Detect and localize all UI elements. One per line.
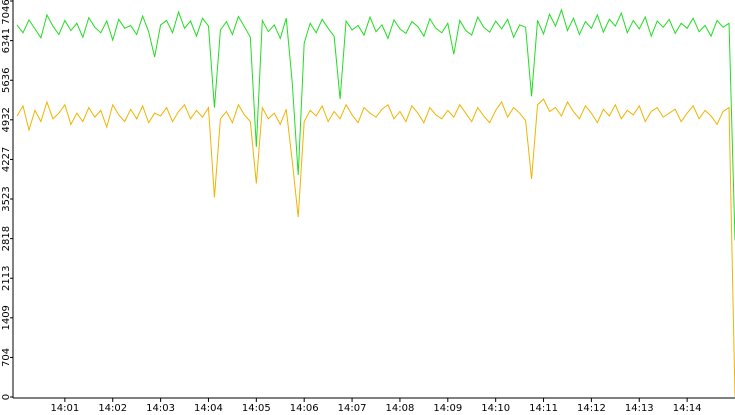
x-tick-label: 14:02 [98, 403, 127, 414]
y-tick-label: 0 [1, 394, 12, 400]
y-tick-label: 7046 [1, 0, 12, 25]
y-tick-label: 4227 [1, 147, 12, 172]
x-tick-label: 14:08 [386, 403, 415, 414]
x-tick-label: 14:10 [481, 403, 510, 414]
x-tick-label: 14:06 [290, 403, 319, 414]
y-tick-label: 1409 [1, 305, 12, 330]
series-line [16, 98, 735, 398]
x-tick-label: 14:11 [529, 403, 558, 414]
y-tick-label: 3523 [1, 186, 12, 211]
x-tick-label: 14:03 [146, 403, 175, 414]
x-tick-label: 14:09 [433, 403, 462, 414]
x-tick-label: 14:14 [673, 403, 702, 414]
y-tick-label: 5636 [1, 68, 12, 93]
x-tick-label: 14:01 [50, 403, 79, 414]
y-tick-label: 2818 [1, 226, 12, 251]
y-tick-label: 704 [1, 348, 12, 367]
x-tick-label: 14:07 [338, 403, 367, 414]
y-tick-label: 2113 [1, 266, 12, 291]
x-tick-label: 14:13 [625, 403, 654, 414]
y-tick-label: 6341 [1, 28, 12, 53]
y-tick-label: 4932 [1, 107, 12, 132]
x-tick-label: 14:05 [242, 403, 271, 414]
x-tick-label: 14:12 [577, 403, 606, 414]
series-line [16, 8, 735, 241]
x-tick-label: 14:04 [194, 403, 223, 414]
